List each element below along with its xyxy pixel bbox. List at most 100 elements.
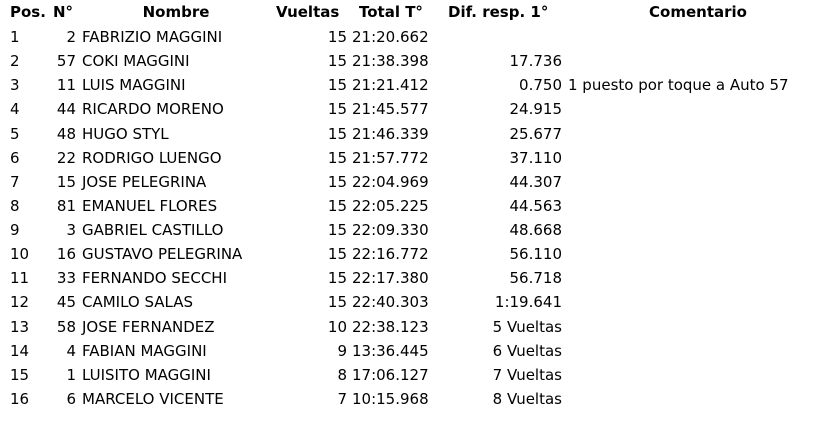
- header-pos: Pos.: [10, 3, 46, 21]
- total-time: 17:06.127: [352, 365, 429, 384]
- laps: 15: [327, 100, 347, 119]
- laps: 15: [327, 76, 347, 95]
- total-time: 10:15.968: [352, 389, 429, 408]
- position: 5: [10, 124, 20, 143]
- total-time: 21:46.339: [352, 124, 429, 143]
- driver-name: JOSE FERNANDEZ: [82, 317, 215, 336]
- header-num: N°: [53, 3, 74, 21]
- comment: 1 puesto por toque a Auto 57: [568, 76, 789, 95]
- total-time: 22:09.330: [352, 221, 429, 240]
- car-number: 57: [56, 52, 76, 71]
- position: 16: [10, 389, 30, 408]
- difference: 17.736: [509, 52, 563, 71]
- position: 4: [10, 100, 20, 119]
- car-number: 48: [56, 124, 76, 143]
- laps: 15: [327, 269, 347, 288]
- position: 12: [10, 293, 30, 312]
- car-number: 6: [66, 389, 76, 408]
- position: 8: [10, 196, 20, 215]
- driver-name: GUSTAVO PELEGRINA: [82, 245, 243, 264]
- driver-name: CAMILO SALAS: [82, 293, 194, 312]
- header-diff: Dif. resp. 1°: [448, 3, 549, 21]
- position: 3: [10, 76, 20, 95]
- car-number: 2: [66, 28, 76, 46]
- car-number: 1: [66, 365, 76, 384]
- car-number: 58: [56, 317, 76, 336]
- total-time: 22:16.772: [352, 245, 429, 264]
- position: 14: [10, 341, 30, 360]
- difference: 8 Vueltas: [492, 389, 562, 408]
- position: 7: [10, 172, 20, 191]
- laps: 15: [327, 293, 347, 312]
- position: 13: [10, 317, 30, 336]
- car-number: 22: [56, 148, 76, 167]
- difference: 5 Vueltas: [492, 317, 562, 336]
- driver-name: COKI MAGGINI: [82, 52, 190, 71]
- driver-name: LUIS MAGGINI: [82, 76, 186, 95]
- driver-name: HUGO STYL: [82, 124, 169, 143]
- position: 2: [10, 52, 20, 71]
- difference: 37.110: [509, 148, 563, 167]
- position: 1: [10, 28, 20, 46]
- difference: 48.668: [509, 221, 563, 240]
- driver-name: RICARDO MORENO: [82, 100, 224, 119]
- difference: 44.563: [509, 196, 563, 215]
- car-number: 4: [66, 341, 76, 360]
- laps: 15: [327, 196, 347, 215]
- laps: 9: [337, 341, 347, 360]
- position: 9: [10, 221, 20, 240]
- driver-name: MARCELO VICENTE: [82, 389, 224, 408]
- driver-name: EMANUEL FLORES: [82, 196, 218, 215]
- total-time: 21:20.662: [352, 28, 429, 46]
- car-number: 81: [56, 196, 76, 215]
- driver-name: FABRIZIO MAGGINI: [82, 28, 223, 46]
- difference: 6 Vueltas: [492, 341, 562, 360]
- car-number: 11: [56, 76, 76, 95]
- laps: 7: [337, 389, 347, 408]
- driver-name: JOSE PELEGRINA: [82, 172, 207, 191]
- laps: 15: [327, 221, 347, 240]
- total-time: 13:36.445: [352, 341, 429, 360]
- difference: 25.677: [509, 124, 563, 143]
- difference: 56.718: [509, 269, 563, 288]
- total-time: 22:04.969: [352, 172, 429, 191]
- total-time: 21:38.398: [352, 52, 429, 71]
- laps: 15: [327, 245, 347, 264]
- laps: 15: [327, 52, 347, 71]
- difference: 56.110: [509, 245, 563, 264]
- difference: 1:19.641: [494, 293, 562, 312]
- header-laps: Vueltas: [276, 3, 340, 21]
- difference: 24.915: [509, 100, 563, 119]
- laps: 15: [327, 28, 347, 46]
- difference: 44.307: [509, 172, 563, 191]
- total-time: 21:21.412: [352, 76, 429, 95]
- total-time: 21:45.577: [352, 100, 429, 119]
- car-number: 33: [56, 269, 76, 288]
- total-time: 22:40.303: [352, 293, 429, 312]
- total-time: 21:57.772: [352, 148, 429, 167]
- total-time: 22:17.380: [352, 269, 429, 288]
- position: 6: [10, 148, 20, 167]
- header-comment: Comentario: [649, 3, 747, 21]
- laps: 15: [327, 124, 347, 143]
- car-number: 15: [56, 172, 76, 191]
- laps: 8: [337, 365, 347, 384]
- position: 11: [10, 269, 30, 288]
- car-number: 45: [56, 293, 76, 312]
- total-time: 22:38.123: [352, 317, 429, 336]
- laps: 15: [327, 172, 347, 191]
- header-name: Nombre: [142, 3, 210, 21]
- difference: 0.750: [519, 76, 562, 95]
- laps: 10: [327, 317, 347, 336]
- car-number: 16: [56, 245, 76, 264]
- driver-name: FERNANDO SECCHI: [82, 269, 228, 288]
- driver-name: LUISITO MAGGINI: [82, 365, 211, 384]
- total-time: 22:05.225: [352, 196, 429, 215]
- position: 10: [10, 245, 30, 264]
- difference: 7 Vueltas: [492, 365, 562, 384]
- car-number: 3: [66, 221, 76, 240]
- header-total: Total T°: [359, 3, 423, 21]
- driver-name: RODRIGO LUENGO: [82, 148, 222, 167]
- car-number: 44: [56, 100, 76, 119]
